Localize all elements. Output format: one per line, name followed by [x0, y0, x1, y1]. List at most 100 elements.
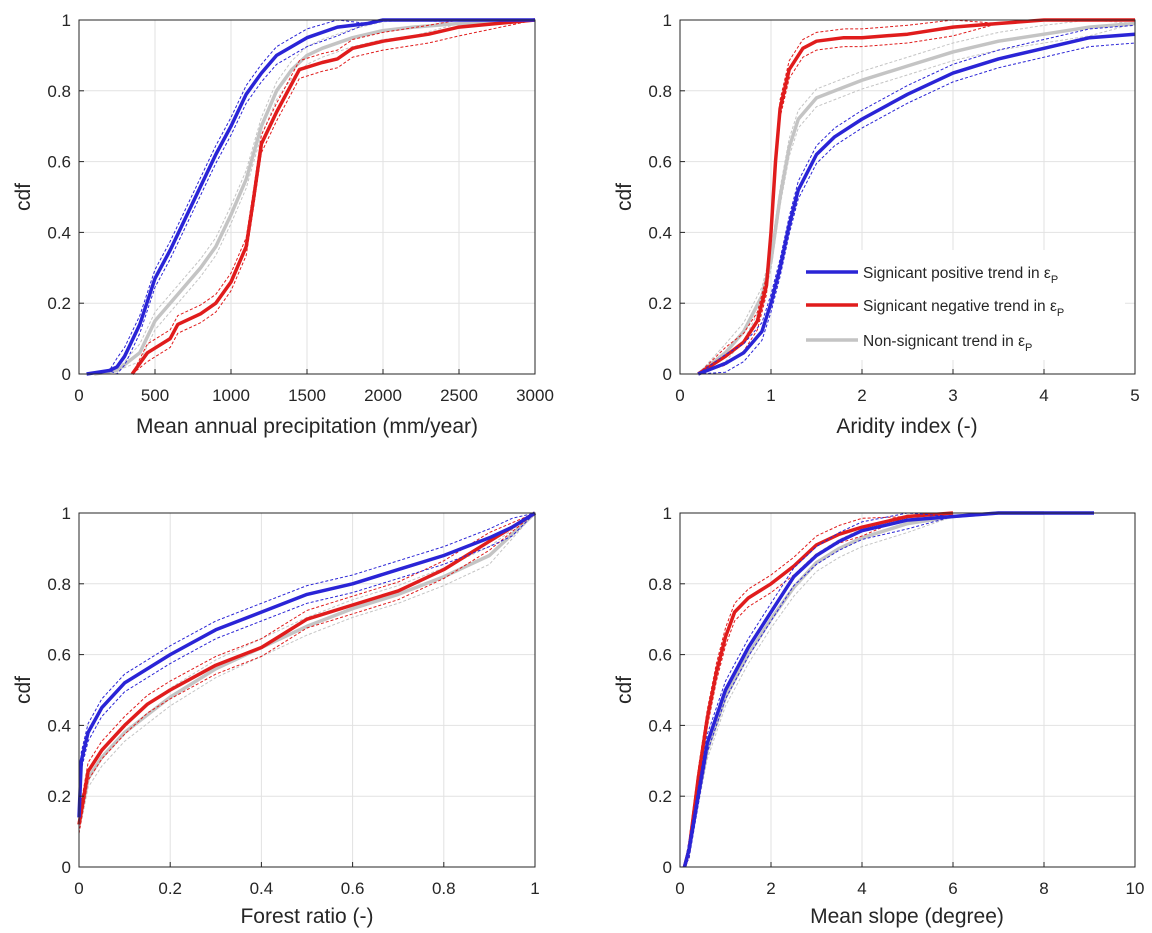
band-negative-lower	[131, 19, 536, 375]
x-tick-label: 3000	[516, 386, 554, 405]
xlabel-precipitation: Mean annual precipitation (mm/year)	[136, 415, 478, 438]
y-tick-label: 0.4	[648, 223, 672, 242]
legend-sub-nonsig: P	[1025, 342, 1032, 354]
y-tick-label: 0	[663, 365, 672, 384]
x-tick-label: 500	[141, 386, 169, 405]
x-tick-label: 1500	[288, 386, 326, 405]
x-tick-label: 2000	[364, 386, 402, 405]
y-tick-label: 0.6	[648, 646, 672, 665]
x-tick-label: 8	[1039, 879, 1048, 898]
band-nonsig-lower	[684, 512, 1044, 868]
band-positive-lower	[78, 512, 536, 827]
band-nonsig-lower	[697, 23, 1136, 375]
x-tick-label: 5	[1130, 386, 1139, 405]
legend-item-nonsig: Non-signicant trend in εP	[806, 333, 1032, 354]
y-tick-label: 0.8	[47, 575, 71, 594]
xticks-precipitation: 0 500 1000 1500 2000 2500 3000	[74, 369, 554, 405]
axes-box-slope	[679, 512, 1136, 868]
legend-label-positive: Signicant positive trend in ε	[863, 265, 1051, 282]
ylabel-slope: cdf	[613, 676, 636, 704]
yticks-precipitation: 0 0.2 0.4 0.6 0.8 1	[47, 11, 84, 384]
x-tick-label: 2	[857, 386, 866, 405]
legend-label-negative: Signicant negative trend in ε	[863, 298, 1057, 315]
x-tick-label: 0.4	[250, 879, 274, 898]
y-tick-label: 0.2	[648, 787, 672, 806]
band-negative-lower	[78, 512, 536, 834]
yticks-forest: 0 0.2 0.4 0.6 0.8 1	[47, 504, 84, 877]
legend-item-negative: Signicant negative trend in εP	[806, 298, 1064, 319]
ylabel-aridity: cdf	[613, 183, 636, 211]
series-line-positive	[86, 18, 535, 376]
plot-area-slope	[680, 513, 1135, 867]
x-tick-label: 0	[74, 386, 83, 405]
band-positive-upper	[78, 512, 536, 809]
band-negative-upper	[684, 512, 954, 868]
legend-sub-positive: P	[1051, 274, 1058, 286]
x-tick-label: 4	[857, 879, 866, 898]
band-positive-lower	[698, 42, 1136, 375]
series-line-negative	[130, 18, 536, 376]
series-precipitation	[86, 18, 536, 376]
xticks-slope: 0 2 4 6 8 10	[675, 862, 1144, 898]
y-tick-label: 0.2	[47, 787, 71, 806]
band-negative-upper	[697, 19, 1135, 375]
y-tick-label: 0.8	[648, 575, 672, 594]
y-tick-label: 0.8	[47, 82, 71, 101]
y-tick-label: 0	[663, 858, 672, 877]
x-tick-label: 0.6	[341, 879, 365, 898]
y-tick-label: 0.4	[47, 223, 71, 242]
legend-label-nonsig: Non-signicant trend in ε	[863, 333, 1025, 350]
band-nonsig-upper	[697, 19, 1136, 375]
xlabel-aridity: Aridity index (-)	[836, 415, 977, 438]
series-line-positive	[682, 511, 1094, 868]
y-tick-label: 0.4	[648, 716, 672, 735]
svg-text:Signicant negative trend in εP: Signicant negative trend in εP	[863, 298, 1064, 319]
series-line-positive	[77, 511, 536, 818]
ylabel-forest: cdf	[12, 676, 35, 704]
y-tick-label: 0.8	[648, 82, 672, 101]
x-tick-label: 2	[766, 879, 775, 898]
x-tick-label: 0	[74, 879, 83, 898]
series-forest	[77, 511, 537, 834]
x-tick-label: 0	[675, 386, 684, 405]
series-line-negative	[77, 511, 536, 825]
series-line-nonsig	[93, 18, 536, 376]
y-tick-label: 0.6	[648, 153, 672, 172]
svg-text:Non-signicant trend in εP: Non-signicant trend in εP	[863, 333, 1032, 354]
y-tick-label: 1	[663, 504, 672, 523]
y-tick-label: 0	[62, 858, 71, 877]
yticks-slope: 0 0.2 0.4 0.6 0.8 1	[648, 504, 685, 877]
x-tick-label: 0.2	[158, 879, 182, 898]
y-tick-label: 0.2	[47, 294, 71, 313]
legend-item-positive: Signicant positive trend in εP	[806, 265, 1058, 286]
band-positive-upper	[684, 512, 1094, 868]
x-tick-label: 1	[766, 386, 775, 405]
y-tick-label: 1	[62, 11, 71, 30]
svg-text:Signicant positive trend in εP: Signicant positive trend in εP	[863, 265, 1058, 286]
legend: Signicant positive trend in εP Signicant…	[800, 250, 1125, 360]
panel-forest: 0 0.2 0.4 0.6 0.8 1 0 0.2 0.4 0.6 0.8 1 Forest rat…	[12, 504, 540, 928]
x-tick-label: 4	[1039, 386, 1048, 405]
series-line-negative	[682, 511, 954, 868]
series-aridity	[697, 18, 1136, 376]
x-tick-label: 1000	[212, 386, 250, 405]
y-tick-label: 1	[62, 504, 71, 523]
panel-precipitation: 0 500 1000 1500 2000 2500 3000 00.20.40.60.81 …	[12, 11, 554, 438]
y-tick-label: 0	[62, 365, 71, 384]
y-tick-label: 1	[663, 11, 672, 30]
ylabel-precipitation: cdf	[12, 183, 35, 211]
xlabel-slope: Mean slope (degree)	[810, 905, 1004, 928]
y-tick-label: 0.4	[47, 716, 71, 735]
axes-box-aridity	[679, 19, 1136, 375]
band-negative-upper	[131, 19, 535, 375]
band-positive-upper	[697, 24, 1136, 375]
series-slope	[682, 511, 1094, 868]
xlabel-forest: Forest ratio (-)	[240, 905, 373, 928]
series-line-negative	[697, 18, 1135, 376]
yticks-aridity: 0 0.2 0.4 0.6 0.8 1	[648, 11, 685, 384]
x-tick-label: 0	[675, 879, 684, 898]
x-tick-label: 6	[948, 879, 957, 898]
y-tick-label: 0.6	[47, 646, 71, 665]
